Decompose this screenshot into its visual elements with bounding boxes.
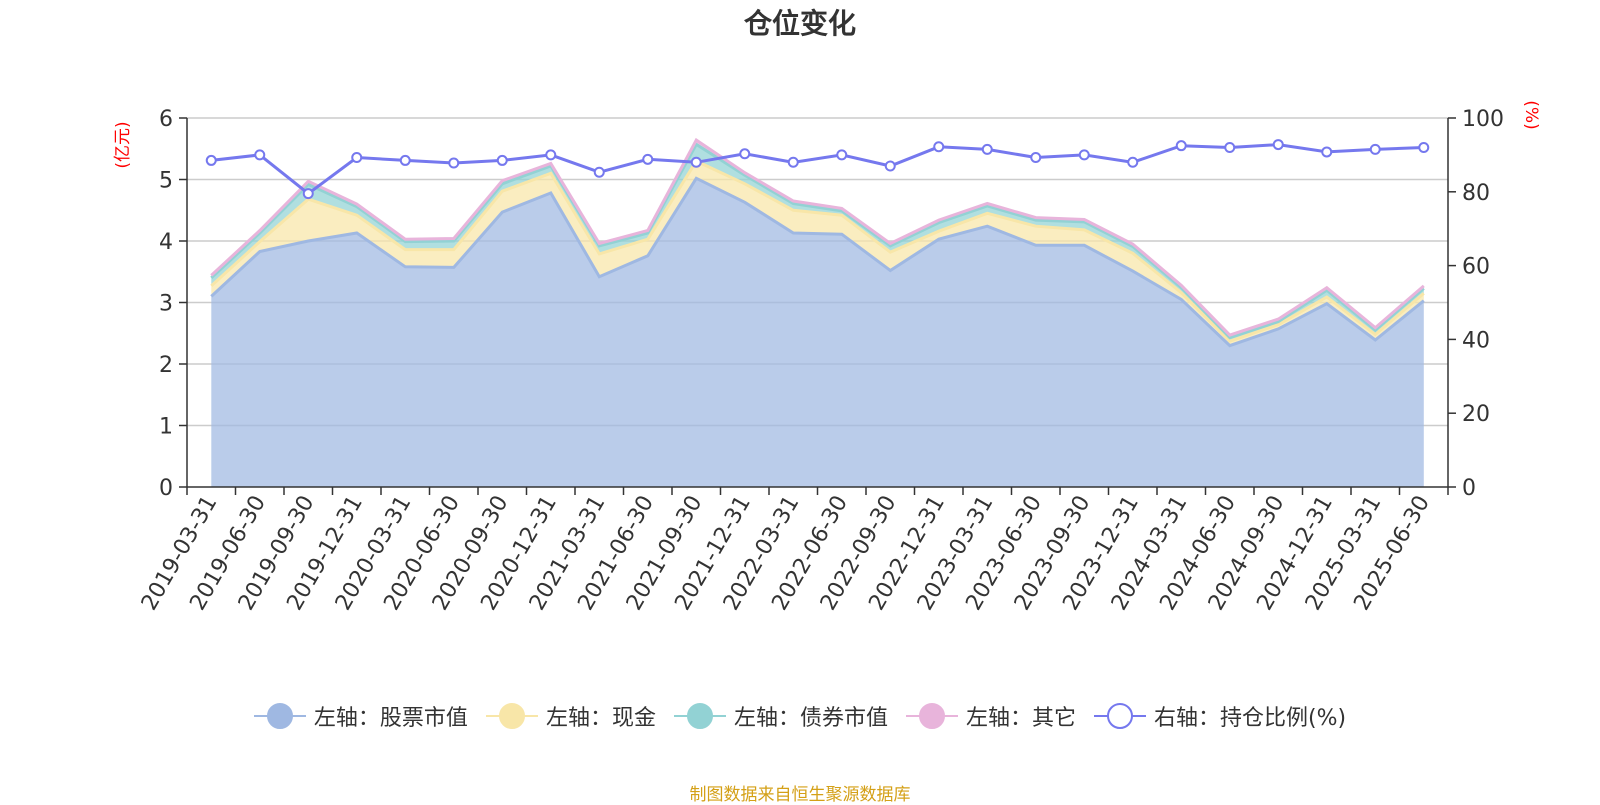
- legend-other-marker: [905, 702, 958, 730]
- legend-item-cash[interactable]: 左轴：现金: [485, 700, 656, 732]
- ratio-point: [1272, 139, 1284, 151]
- ratio-point: [1321, 146, 1333, 158]
- y-left-tick-label: 1: [159, 415, 173, 440]
- y-left-tick-label: 5: [159, 169, 173, 194]
- ratio-point: [254, 149, 266, 161]
- ratio-point: [933, 141, 945, 153]
- legend-item-stock[interactable]: 左轴：股票市值: [253, 700, 468, 732]
- ratio-point: [884, 160, 896, 172]
- y-left-tick-label: 0: [159, 476, 173, 501]
- ratio-point: [787, 156, 799, 168]
- y-right-tick-label: 80: [1462, 181, 1490, 206]
- y-left-tick-label: 4: [159, 230, 173, 255]
- ratio-point: [302, 188, 314, 200]
- ratio-point: [739, 148, 751, 160]
- y-right-tick-label: 100: [1462, 107, 1504, 132]
- data-source-footer: 制图数据来自恒生聚源数据库: [689, 785, 911, 805]
- legend: 左轴：股票市值 左轴：现金 左轴：债券市值 左轴：其它 右轴：持仓比例(%): [0, 700, 1600, 732]
- ratio-point: [593, 166, 605, 178]
- ratio-point: [351, 151, 363, 163]
- ratio-point: [448, 157, 460, 169]
- legend-label: 右轴：持仓比例(%): [1153, 706, 1347, 731]
- ratio-point: [399, 154, 411, 166]
- area-bond: [211, 144, 1424, 342]
- legend-item-other[interactable]: 左轴：其它: [905, 700, 1076, 732]
- y-right-tick-label: 20: [1462, 402, 1490, 427]
- chart-title: 仓位变化: [743, 7, 856, 40]
- legend-item-bond[interactable]: 左轴：债券市值: [673, 700, 888, 732]
- ratio-point: [1030, 151, 1042, 163]
- area-edge-stock: [210, 176, 1425, 348]
- ratio-point: [642, 153, 654, 165]
- ratio-point: [545, 149, 557, 161]
- area-stock: [211, 178, 1424, 488]
- y-left-tick-label: 6: [159, 107, 173, 132]
- ratio-point: [981, 143, 993, 155]
- ratio-point: [1418, 142, 1430, 154]
- y-right-tick-label: 0: [1462, 476, 1476, 501]
- area-layer: [210, 137, 1425, 488]
- legend-label: 左轴：股票市值: [313, 706, 468, 731]
- legend-item-ratio[interactable]: 右轴：持仓比例(%): [1093, 700, 1347, 732]
- ratio-point: [690, 156, 702, 168]
- ratio-point: [496, 154, 508, 166]
- y-right-tick-label: 60: [1462, 255, 1490, 280]
- legend-bond-marker: [673, 702, 726, 730]
- legend-label: 左轴：其它: [965, 706, 1076, 731]
- ratio-line-layer: [205, 139, 1430, 200]
- y-left-tick-label: 2: [159, 353, 173, 378]
- legend-stock-marker: [253, 702, 306, 730]
- y-left-axis-title: (亿元): [113, 121, 133, 168]
- ratio-point: [1175, 140, 1187, 152]
- ratio-line: [211, 143, 1424, 196]
- ratio-point: [1078, 149, 1090, 161]
- legend-cash-marker: [485, 702, 538, 730]
- ratio-point: [836, 149, 848, 161]
- legend-ratio-marker: [1093, 702, 1146, 730]
- legend-label: 左轴：债券市值: [733, 706, 888, 731]
- y-right-axis-title: (%): [1521, 100, 1541, 129]
- y-left-tick-label: 3: [159, 292, 173, 317]
- ratio-point: [1127, 156, 1139, 168]
- area-edge-other: [210, 137, 1425, 337]
- legend-label: 左轴：现金: [545, 706, 656, 731]
- axis-layer: [179, 117, 1456, 495]
- area-edge-bond: [210, 142, 1425, 340]
- ratio-point: [1369, 143, 1381, 155]
- area-edge-cash: [210, 159, 1425, 343]
- ratio-point: [1224, 142, 1236, 154]
- y-right-tick-label: 40: [1462, 328, 1490, 353]
- ratio-point: [205, 154, 217, 166]
